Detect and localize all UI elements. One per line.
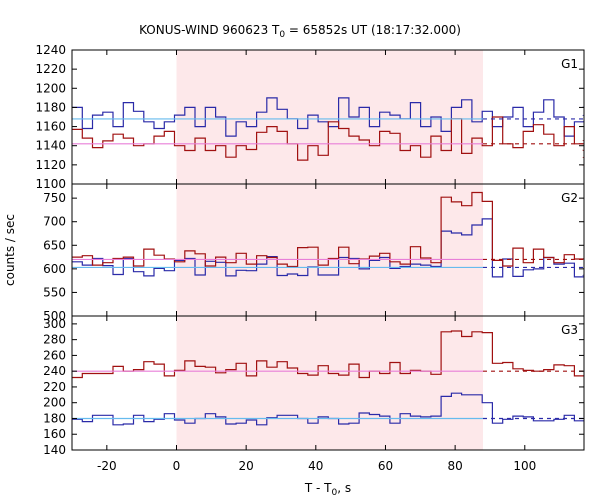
xtick-label-5: 80	[447, 459, 462, 473]
ytick-label-G3-1: 160	[43, 427, 66, 441]
x-axis-label: T - T0, s	[304, 481, 351, 498]
ytick-label-G3-7: 280	[43, 333, 66, 347]
series-blue-G1	[72, 97, 584, 137]
ytick-label-G2-2: 600	[43, 262, 66, 276]
ytick-label-G3-5: 240	[43, 364, 66, 378]
ytick-label-G2-0: 500	[43, 309, 66, 323]
signal-interval-shade	[176, 50, 483, 450]
series-red-G1	[72, 116, 584, 166]
ytick-label-G1-7: 1240	[35, 43, 66, 57]
series-blue-G2	[72, 218, 584, 278]
ytick-label-G2-5: 750	[43, 191, 66, 205]
ytick-label-G3-0: 140	[43, 443, 66, 457]
ytick-label-G3-2: 180	[43, 411, 66, 425]
ytick-label-G2-4: 700	[43, 215, 66, 229]
ytick-label-G1-6: 1220	[35, 62, 66, 76]
xtick-label-2: 20	[239, 459, 254, 473]
ytick-label-G1-0: 1100	[35, 177, 66, 191]
series-red-G2	[72, 191, 584, 268]
xtick-label-3: 40	[308, 459, 323, 473]
ytick-label-G1-3: 1160	[35, 120, 66, 134]
ytick-label-G1-5: 1200	[35, 81, 66, 95]
xtick-label-0: -20	[97, 459, 117, 473]
xtick-label-6: 100	[513, 459, 536, 473]
ytick-label-G2-1: 550	[43, 285, 66, 299]
y-axis-label: counts / sec	[3, 214, 17, 286]
ytick-label-G1-4: 1180	[35, 100, 66, 114]
ytick-label-G2-3: 650	[43, 238, 66, 252]
panel-label-G2: G2	[561, 191, 578, 205]
chart-title: KONUS-WIND 960623 T0 = 65852s UT (18:17:…	[139, 23, 461, 40]
ytick-label-G3-8: 300	[43, 317, 66, 331]
xtick-label-4: 60	[378, 459, 393, 473]
xtick-label-1: 0	[173, 459, 181, 473]
ytick-label-G1-1: 1120	[35, 158, 66, 172]
panel-label-G3: G3	[561, 323, 578, 337]
ytick-label-G3-4: 220	[43, 380, 66, 394]
panel-label-G1: G1	[561, 57, 578, 71]
ytick-label-G3-3: 200	[43, 396, 66, 410]
panel-frame-G3	[71, 315, 585, 451]
series-red-G3	[72, 330, 584, 379]
ytick-label-G1-2: 1140	[35, 139, 66, 153]
ytick-label-G3-6: 260	[43, 348, 66, 362]
